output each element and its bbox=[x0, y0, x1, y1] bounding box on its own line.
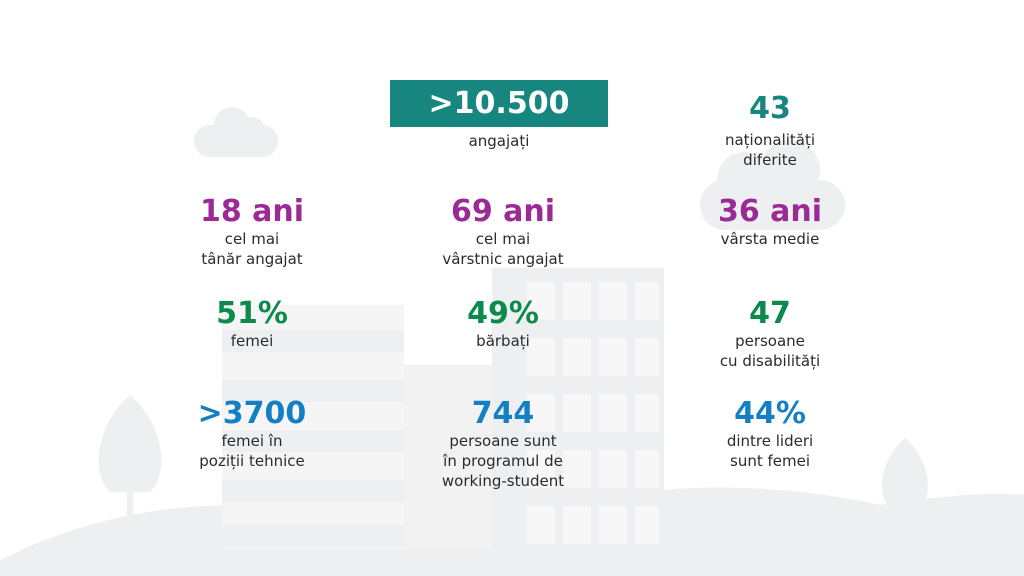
women-leaders-label: dintre lideri sunt femei bbox=[726, 432, 814, 470]
tree-right-icon bbox=[882, 438, 928, 525]
women-percent-stat: 51% femei bbox=[162, 297, 342, 351]
nationalities-value: 43 bbox=[749, 91, 791, 126]
cloud-right-icon bbox=[700, 140, 845, 230]
disabilities-value: 47 bbox=[749, 296, 791, 331]
average-age-value: 36 ani bbox=[717, 194, 823, 229]
disabilities-stat: 47 persoane cu disabilități bbox=[680, 297, 860, 371]
oldest-employee-stat: 69 ani cel mai vârstnic angajat bbox=[413, 195, 593, 269]
men-percent-stat: 49% bărbați bbox=[413, 297, 593, 351]
women-leaders-stat: 44% dintre lideri sunt femei bbox=[680, 397, 860, 471]
building-middle-icon bbox=[404, 365, 494, 550]
working-student-label: persoane sunt în programul de working-st… bbox=[441, 432, 565, 490]
tree-left-icon bbox=[98, 395, 162, 533]
women-tech-value: >3700 bbox=[197, 396, 307, 431]
average-age-stat: 36 ani vârsta medie bbox=[680, 195, 860, 249]
working-student-value: 744 bbox=[471, 396, 535, 431]
cloud-left-icon bbox=[194, 107, 278, 157]
hero-highlight-box: >10.500 bbox=[390, 80, 608, 127]
working-student-stat: 744 persoane sunt în programul de workin… bbox=[413, 397, 593, 491]
youngest-employee-value: 18 ani bbox=[199, 194, 305, 229]
oldest-employee-value: 69 ani bbox=[450, 194, 556, 229]
nationalities-label: naționalități diferite bbox=[724, 131, 816, 169]
employees-stat: angajați bbox=[390, 131, 608, 151]
building-right-icon bbox=[492, 268, 664, 550]
disabilities-label: persoane cu disabilități bbox=[719, 332, 821, 370]
youngest-employee-label: cel mai tânăr angajat bbox=[201, 230, 303, 268]
youngest-employee-stat: 18 ani cel mai tânăr angajat bbox=[162, 195, 342, 269]
men-percent-value: 49% bbox=[467, 296, 539, 331]
women-leaders-value: 44% bbox=[734, 396, 806, 431]
employees-label: angajați bbox=[468, 132, 530, 150]
women-percent-value: 51% bbox=[216, 296, 288, 331]
average-age-label: vârsta medie bbox=[720, 230, 820, 248]
women-tech-stat: >3700 femei în poziții tehnice bbox=[162, 397, 342, 471]
men-percent-label: bărbați bbox=[476, 332, 530, 350]
women-tech-label: femei în poziții tehnice bbox=[199, 432, 305, 470]
employees-value: >10.500 bbox=[428, 85, 570, 121]
building-left-icon bbox=[222, 305, 404, 550]
nationalities-stat: 43 naționalități diferite bbox=[680, 92, 860, 170]
women-percent-label: femei bbox=[230, 332, 274, 350]
oldest-employee-label: cel mai vârstnic angajat bbox=[442, 230, 564, 268]
